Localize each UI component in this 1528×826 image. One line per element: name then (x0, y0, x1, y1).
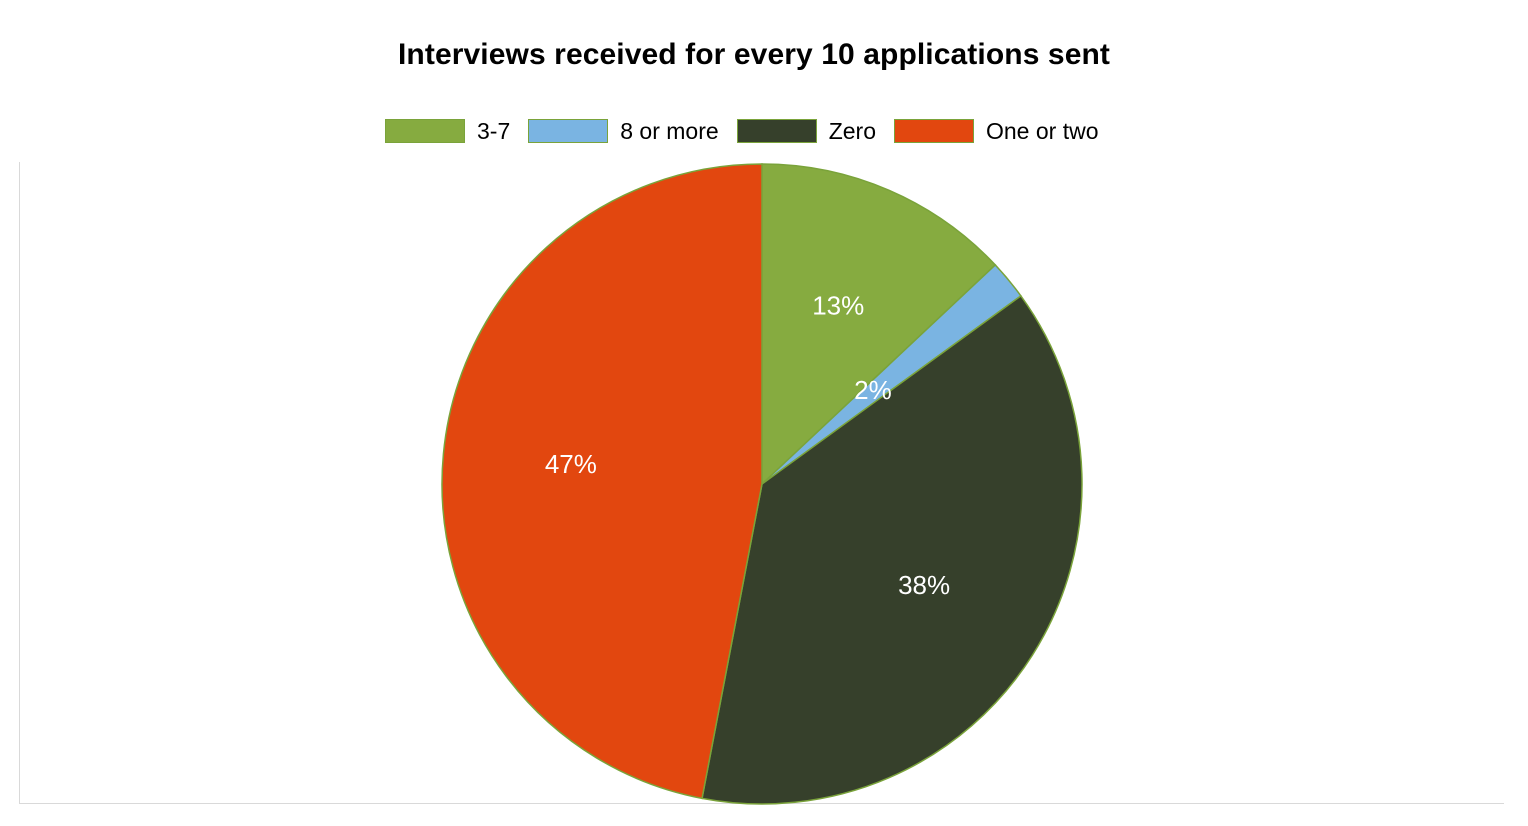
legend-swatch-one-or-two (893, 119, 974, 143)
pie-slice-zero[interactable] (701, 294, 1083, 805)
legend-label-3-7: 3-7 (477, 117, 511, 144)
legend-swatch-8-or-more (528, 119, 609, 143)
pie-slice-3-7[interactable] (761, 163, 997, 486)
chart-legend: 3-7 8 or more Zero One or two (385, 117, 1116, 145)
pie-labels: 13% 2% 38% 47% (545, 291, 950, 600)
legend-swatch-zero (736, 119, 817, 143)
data-label-zero: 38% (898, 570, 950, 600)
data-label-one-or-two: 47% (545, 449, 597, 479)
pie-slice-one-or-two[interactable] (441, 163, 763, 800)
legend-item-8-or-more[interactable]: 8 or more (528, 117, 719, 145)
data-label-3-7: 13% (812, 291, 864, 321)
pie-slices (441, 163, 1083, 805)
legend-item-zero[interactable]: Zero (736, 117, 876, 145)
legend-item-3-7[interactable]: 3-7 (385, 118, 510, 145)
legend-label-8-or-more: 8 or more (620, 117, 719, 144)
data-label-8-or-more: 2% (854, 375, 892, 405)
legend-item-one-or-two[interactable]: One or two (893, 117, 1099, 145)
legend-label-one-or-two: One or two (985, 117, 1099, 144)
legend-swatch-3-7 (385, 119, 465, 143)
chart-title: Interviews received for every 10 applica… (398, 38, 1110, 71)
legend-label-zero: Zero (828, 117, 876, 144)
